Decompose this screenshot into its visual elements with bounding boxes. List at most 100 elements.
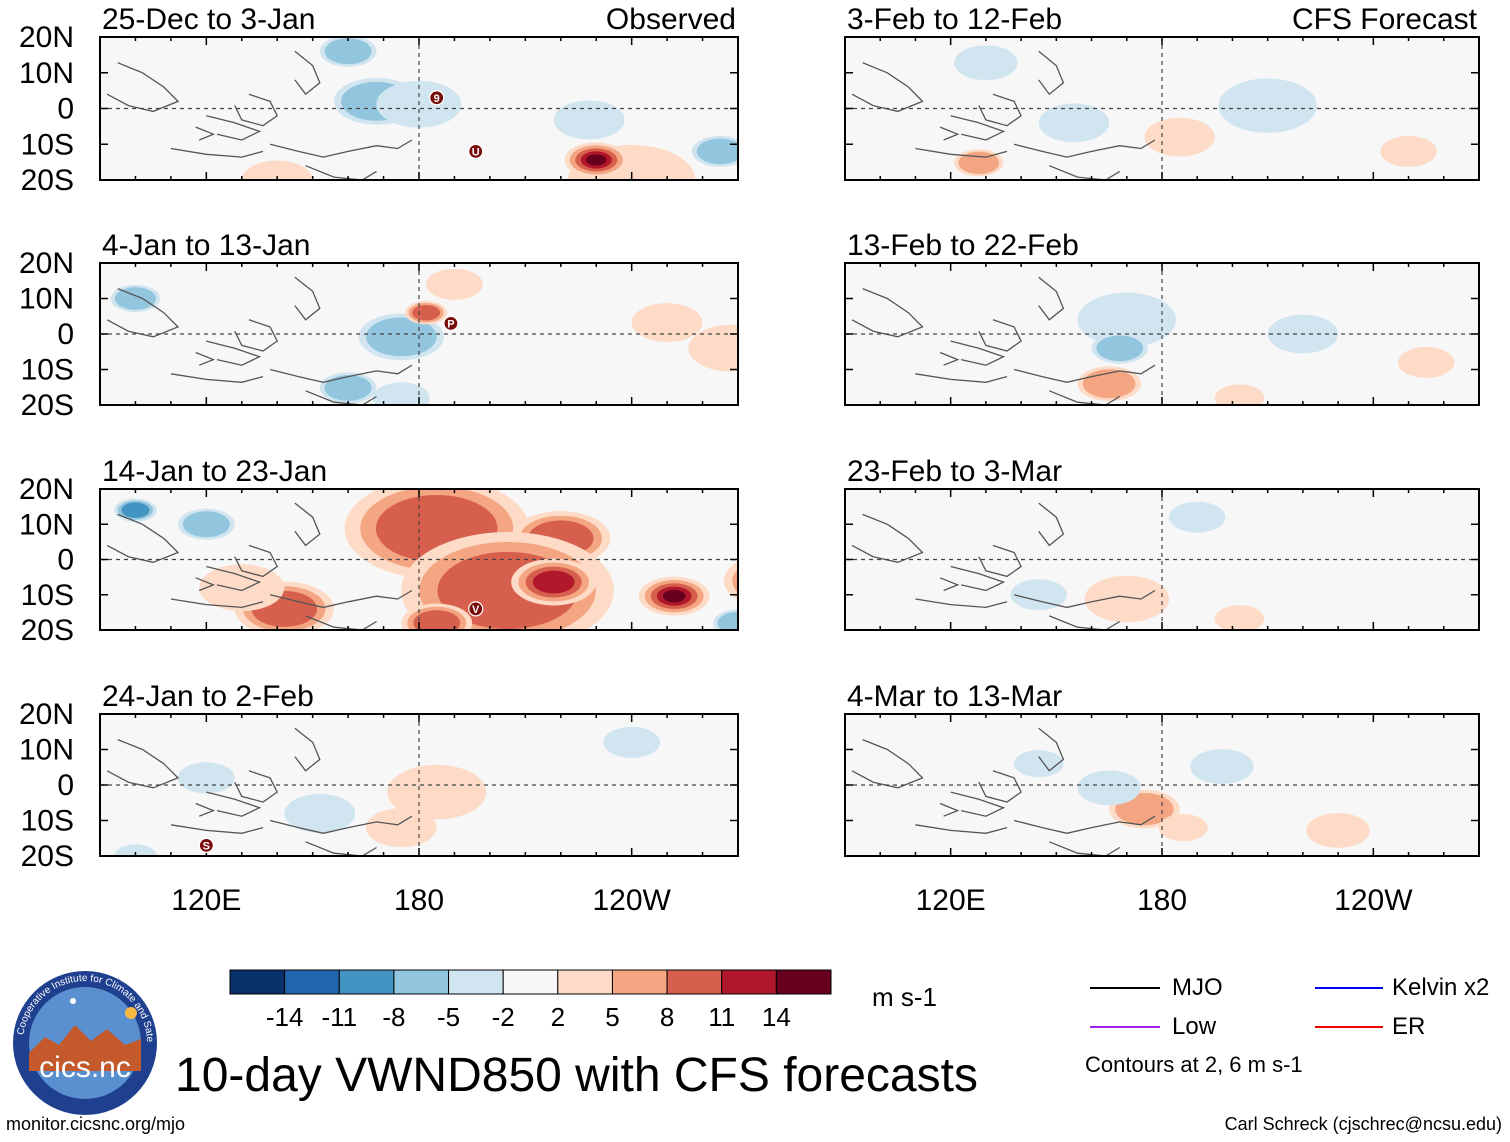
storm-label: U [472,146,480,158]
coastline [170,147,264,158]
legend-line-er [1315,1026,1383,1028]
anomaly-blob [114,287,157,310]
anomaly-blob [413,610,461,630]
anomaly-blob [1082,369,1136,399]
storm-label: P [447,318,454,330]
panel-title: 25-Dec to 3-Jan [102,3,315,36]
coastline [206,791,262,817]
coastline [950,115,1006,141]
anomaly-blob [324,375,372,401]
storm-label: S [203,840,210,852]
panel-title: 3-Feb to 12-Feb [847,3,1062,36]
coastline [234,544,279,578]
forecast-label: CFS Forecast [1292,3,1478,36]
lat-tick-label: 10S [21,354,74,387]
anomaly-field [106,37,738,180]
anomaly-blob [662,589,686,603]
coastline [106,738,180,789]
colorbar-tick-label: 5 [605,1002,619,1032]
coastline [939,802,960,817]
coastline [1038,727,1065,772]
coastline [1013,139,1156,158]
legend-line-mjo [1090,987,1160,989]
coastline [915,598,1008,609]
coastline [170,373,264,383]
lat-tick-label: 10N [19,734,74,767]
legend-label-er: ER [1392,1013,1426,1040]
panel-title: 14-Jan to 23-Jan [102,455,327,488]
lat-tick-label: 20S [21,389,74,422]
lat-tick-label: 20N [19,21,74,54]
coastline [1013,815,1156,834]
observed-label: Observed [606,3,736,36]
anomaly-blob [1096,335,1144,362]
anomaly-blob [114,844,157,856]
anomaly-field [851,45,1437,180]
coastline [234,770,279,803]
coastline [294,50,321,96]
lon-tick-label: 120E [171,884,241,917]
storm-marker [198,837,214,853]
colorbar-swatch [666,969,723,995]
coastline [206,115,262,141]
coastline [978,544,1022,578]
anomaly-blob [1010,579,1067,611]
anomaly-blob [1380,135,1437,167]
storm-marker [429,90,445,106]
coastline [1013,589,1156,609]
anomaly-blob [586,154,607,166]
anomaly-blob [241,160,313,180]
anomaly-blob [1214,605,1265,630]
storm-marker [443,315,459,331]
colorbar-tick-label: 8 [660,1002,674,1032]
coastline [950,565,1006,592]
coastline [106,62,180,113]
coastline [234,319,279,352]
legend-label-low: Low [1172,1013,1217,1040]
colorbar-tick-label: 11 [708,1002,735,1032]
anomaly-field [851,727,1370,856]
lon-tick-label: 120W [592,884,671,917]
coastline [1038,50,1065,96]
lat-tick-label: 0 [57,544,74,577]
anomaly-field [851,276,1455,405]
anomaly-blob [284,793,356,833]
logo-star [70,998,76,1004]
anomaly-blob [412,304,441,321]
anomaly-blob [1144,117,1215,157]
coastline [106,513,180,563]
author-credit: Carl Schreck (cjschrec@ncsu.edu) [1224,1114,1502,1134]
logo-mountains [29,1025,141,1071]
coastline [269,364,413,383]
coastline [978,93,1022,127]
anomaly-blob [1158,814,1208,842]
anomaly-blob [324,38,372,65]
lat-tick-label: 20N [19,698,74,731]
panel-title: 13-Feb to 22-Feb [847,229,1079,262]
colorbar-tick-label: -2 [492,1002,515,1032]
storm-marker [468,143,484,159]
logo-text: cics.nc [39,1051,131,1084]
anomaly-blob [121,502,150,518]
anomaly-field [851,501,1265,630]
lat-tick-label: 10S [21,579,74,612]
anomaly-blob [1077,770,1141,806]
legend-label-mjo: MJO [1172,974,1223,1001]
colorbar-swatch [284,969,340,995]
colorbar-units: m s-1 [872,982,937,1012]
coastline [294,727,321,772]
coastline [294,502,321,547]
colorbar: -14 -11 -8 -5 -2 2 5 8 11 14 [229,969,832,1032]
legend-line-low [1090,1026,1160,1028]
colorbar-tick-label: 2 [551,1002,565,1032]
lat-tick-label: 10N [19,508,74,541]
anomaly-blob [1038,103,1110,143]
anomaly-blob [182,511,230,538]
colorbar-swatch [721,969,777,995]
lat-tick-label: 0 [57,93,74,126]
coastline [1013,364,1156,383]
